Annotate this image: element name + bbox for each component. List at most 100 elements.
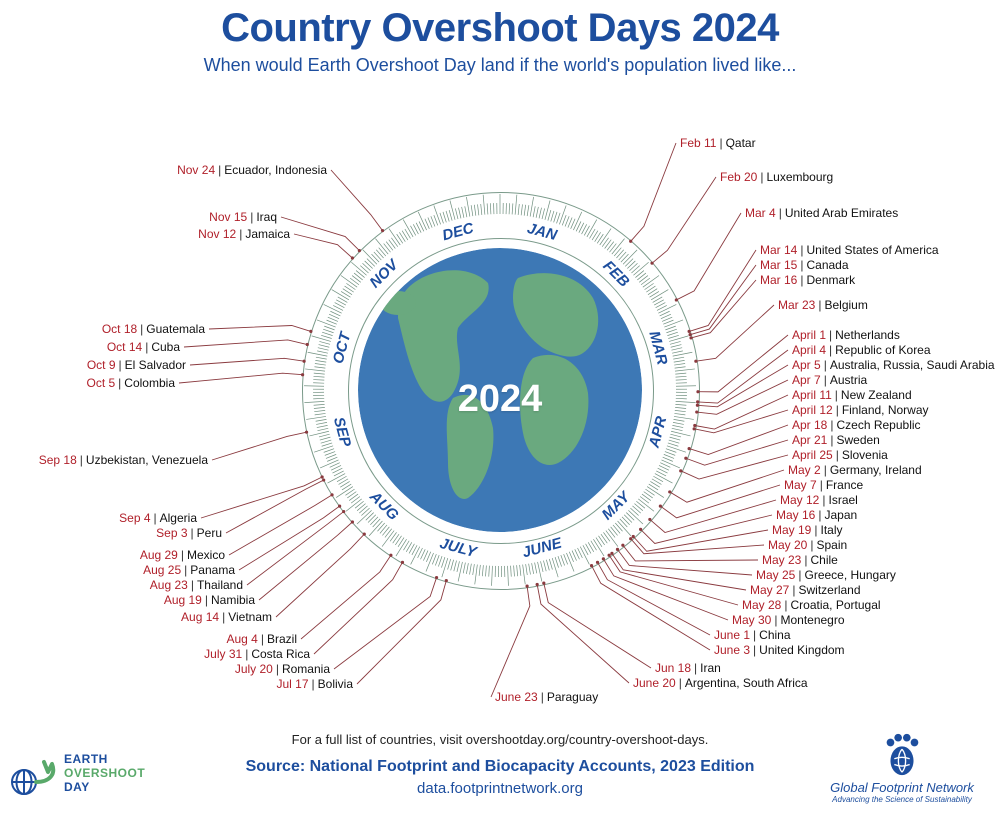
entry-country: Algeria (160, 511, 197, 525)
overshoot-entry: June 20|Argentina, South Africa (633, 677, 808, 689)
entry-date: June 20 (633, 676, 676, 690)
divider: | (115, 376, 124, 390)
overshoot-entry: April 12|Finland, Norway (792, 404, 929, 416)
entry-date: Aug 19 (164, 593, 202, 607)
entry-date: Aug 23 (150, 578, 188, 592)
entry-date: April 11 (792, 388, 832, 402)
entry-country: Finland, Norway (842, 403, 929, 417)
overshoot-entry: Mar 14|United States of America (760, 244, 939, 256)
entry-date: Mar 16 (760, 273, 797, 287)
center-year: 2024 (330, 378, 670, 421)
overshoot-entry: Nov 12|Jamaica (198, 228, 290, 240)
divider: | (247, 210, 256, 224)
overshoot-entry: May 25|Greece, Hungary (756, 569, 896, 581)
entry-date: May 20 (768, 538, 807, 552)
divider: | (817, 478, 826, 492)
entry-country: Uzbekistan, Venezuela (86, 453, 208, 467)
divider: | (273, 662, 282, 676)
entry-date: Aug 4 (227, 632, 258, 646)
divider: | (750, 643, 759, 657)
entry-date: Nov 15 (209, 210, 247, 224)
entry-date: June 3 (714, 643, 750, 657)
entry-country: Iran (700, 661, 721, 675)
entry-date: Mar 4 (745, 206, 776, 220)
overshoot-entry: Sep 4|Algeria (119, 512, 197, 524)
entry-date: Sep 18 (39, 453, 77, 467)
divider: | (309, 677, 318, 691)
entry-date: May 16 (776, 508, 815, 522)
overshoot-entry: May 28|Croatia, Portugal (742, 599, 881, 611)
overshoot-entry: Apr 21|Sweden (792, 434, 880, 446)
entry-country: New Zealand (841, 388, 912, 402)
overshoot-entry: Jul 17|Bolivia (276, 678, 353, 690)
divider: | (821, 463, 830, 477)
entry-date: Aug 14 (181, 610, 219, 624)
entry-country: Namibia (211, 593, 255, 607)
logo-left-line1: EARTH (64, 752, 145, 766)
divider: | (151, 511, 160, 525)
overshoot-entry: April 11|New Zealand (792, 389, 912, 401)
divider: | (821, 373, 830, 387)
divider: | (676, 676, 685, 690)
overshoot-entry: May 16|Japan (776, 509, 857, 521)
entry-country: Mexico (187, 548, 225, 562)
entry-country: Peru (197, 526, 222, 540)
entry-country: Netherlands (835, 328, 900, 342)
overshoot-entry: Apr 18|Czech Republic (792, 419, 921, 431)
overshoot-entry: May 23|Chile (762, 554, 838, 566)
entry-country: United Arab Emirates (785, 206, 898, 220)
divider: | (178, 548, 187, 562)
entry-country: Montenegro (780, 613, 844, 627)
overshoot-entry: Apr 5|Australia, Russia, Saudi Arabia (792, 359, 995, 371)
entry-country: Spain (816, 538, 847, 552)
entry-country: Canada (806, 258, 848, 272)
overshoot-entry: April 4|Republic of Korea (792, 344, 931, 356)
entry-country: Sweden (836, 433, 879, 447)
entry-country: Brazil (267, 632, 297, 646)
entry-country: Switzerland (798, 583, 860, 597)
entry-date: Oct 18 (102, 322, 137, 336)
entry-date: April 12 (792, 403, 833, 417)
overshoot-entry: Aug 14|Vietnam (181, 611, 272, 623)
entry-date: April 25 (792, 448, 833, 462)
divider: | (236, 227, 245, 241)
overshoot-entry: April 1|Netherlands (792, 329, 900, 341)
overshoot-entry: Aug 4|Brazil (227, 633, 298, 645)
entry-date: July 31 (204, 647, 242, 661)
entry-country: Romania (282, 662, 330, 676)
entry-country: Italy (820, 523, 842, 537)
entry-date: June 23 (495, 690, 538, 704)
entry-date: Oct 14 (107, 340, 142, 354)
divider: | (137, 322, 146, 336)
divider: | (116, 358, 125, 372)
overshoot-entry: Oct 5|Colombia (86, 377, 175, 389)
entry-date: Nov 24 (177, 163, 215, 177)
overshoot-entry: Nov 15|Iraq (209, 211, 277, 223)
entry-country: Bolivia (318, 677, 353, 691)
entry-country: Chile (810, 553, 837, 567)
overshoot-entry: May 2|Germany, Ireland (788, 464, 922, 476)
entry-date: Aug 25 (143, 563, 181, 577)
entry-date: Apr 5 (792, 358, 821, 372)
globe-diagram: 2024 JANFEBMARAPRMAYJUNEJULYAUGSEPOCTNOV… (330, 220, 670, 560)
entry-country: Japan (824, 508, 857, 522)
divider: | (750, 628, 759, 642)
entry-date: Feb 20 (720, 170, 757, 184)
entry-country: Costa Rica (251, 647, 310, 661)
entry-date: Sep 3 (156, 526, 187, 540)
entry-date: April 4 (792, 343, 826, 357)
entry-date: Jul 17 (276, 677, 308, 691)
divider: | (826, 343, 835, 357)
entry-date: May 30 (732, 613, 771, 627)
overshoot-entry: May 19|Italy (772, 524, 843, 536)
overshoot-entry: July 20|Romania (235, 663, 330, 675)
overshoot-entry: Nov 24|Ecuador, Indonesia (177, 164, 327, 176)
divider: | (77, 453, 86, 467)
overshoot-entry: Oct 18|Guatemala (102, 323, 205, 335)
overshoot-entry: Mar 15|Canada (760, 259, 849, 271)
entry-date: May 23 (762, 553, 801, 567)
overshoot-entry: July 31|Costa Rica (204, 648, 310, 660)
entry-date: Feb 11 (680, 136, 716, 150)
divider: | (691, 661, 700, 675)
page-subtitle: When would Earth Overshoot Day land if t… (0, 55, 1000, 76)
